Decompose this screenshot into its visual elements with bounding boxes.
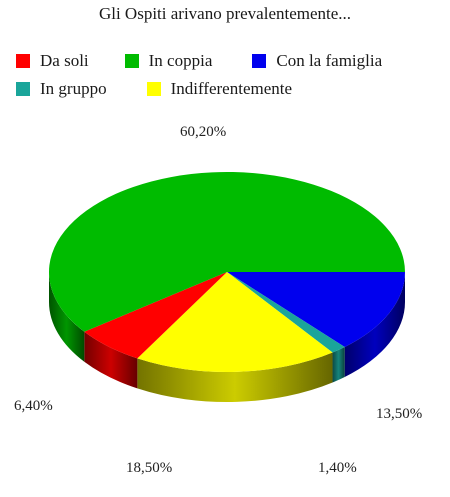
pct-label-da-soli: 6,40% xyxy=(14,398,53,414)
pie-slice-in-coppia xyxy=(49,172,405,332)
legend-swatch-indifferentemente xyxy=(146,82,161,96)
legend-label-in-coppia: In coppia xyxy=(148,51,213,70)
legend-label-indifferentemente: Indifferentemente xyxy=(170,79,293,98)
legend-swatch-con-la-famiglia xyxy=(252,54,267,68)
legend-swatch-in-gruppo xyxy=(16,82,30,96)
legend-item-in-coppia: In coppia xyxy=(124,51,213,71)
pct-label-in-coppia: 60,20% xyxy=(180,124,226,140)
legend-item-con-la-famiglia: Con la famiglia xyxy=(252,51,382,71)
legend-swatch-in-coppia xyxy=(124,54,139,68)
legend-row-1: Da soli In coppia Con la famiglia xyxy=(16,50,400,72)
pie-slice-con-la-famiglia xyxy=(227,272,405,348)
pie-sides xyxy=(49,272,405,402)
legend-swatch-da-soli xyxy=(16,54,30,68)
legend-row-2: In gruppo Indifferentemente xyxy=(16,78,310,100)
pct-label-con-la-famiglia: 13,50% xyxy=(376,406,422,422)
pie-side-indifferentemente xyxy=(137,352,333,402)
pie-side-con-la-famiglia xyxy=(344,272,405,378)
legend-item-in-gruppo: In gruppo xyxy=(16,79,107,99)
legend-label-da-soli: Da soli xyxy=(40,51,89,70)
legend-item-indifferentemente: Indifferentemente xyxy=(146,79,293,99)
pie-side-in-gruppo xyxy=(332,347,345,383)
pie-side-da-soli xyxy=(84,331,138,389)
legend-label-con-la-famiglia: Con la famiglia xyxy=(276,51,383,70)
chart-title: Gli Ospiti arivano prevalentemente... xyxy=(98,4,352,23)
pie-slice-da-soli xyxy=(84,272,227,359)
pie-side-in-coppia xyxy=(49,272,85,362)
pie-top xyxy=(49,172,405,372)
legend-item-da-soli: Da soli xyxy=(16,51,89,71)
pct-label-indifferentemente: 18,50% xyxy=(126,460,172,476)
pct-label-in-gruppo: 1,40% xyxy=(318,460,357,476)
pie-labels: 6,40% 60,20% 13,50% 1,40% 18,50% xyxy=(14,124,422,476)
pie-slice-indifferentemente xyxy=(137,272,333,372)
pie-slice-in-gruppo xyxy=(227,272,345,353)
legend-label-in-gruppo: In gruppo xyxy=(40,79,107,98)
